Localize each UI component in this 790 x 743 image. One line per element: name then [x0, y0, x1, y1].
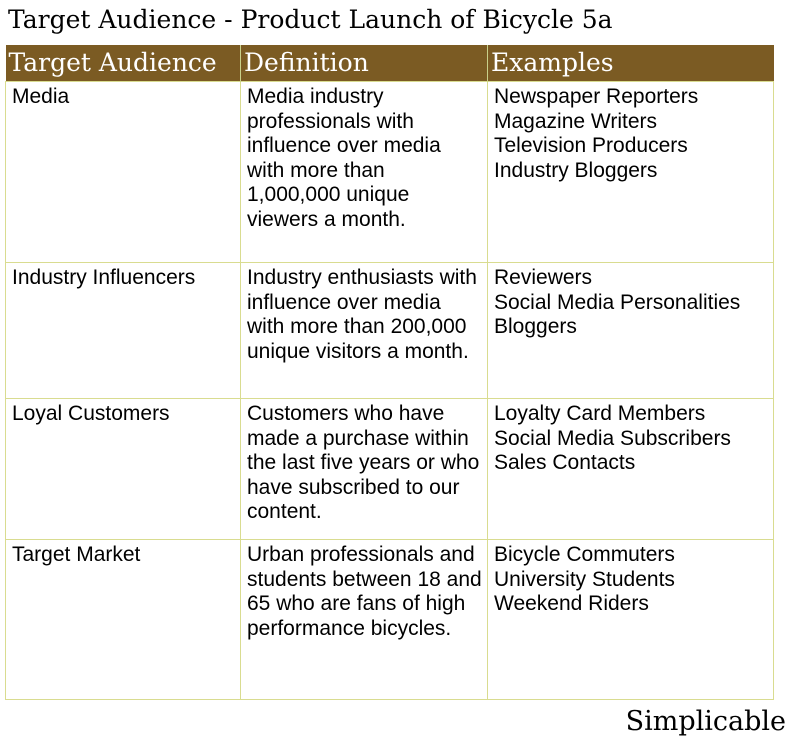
audience-cell: Target Market	[5, 539, 241, 700]
example-item: Newspaper Reporters	[494, 85, 699, 108]
examples-cell: Loyalty Card Members Social Media Subscr…	[487, 398, 774, 540]
page-title: Target Audience - Product Launch of Bicy…	[8, 5, 613, 34]
example-item: Television Producers	[494, 134, 688, 157]
target-audience-table: Target Audience Definition Examples Medi…	[5, 45, 774, 700]
examples-cell: Reviewers Social Media Personalities Blo…	[487, 262, 774, 399]
table-row-industry-influencers: Industry Influencers Industry enthusiast…	[5, 262, 774, 399]
table-header-row: Target Audience Definition Examples	[5, 45, 774, 82]
example-item: Reviewers	[494, 266, 593, 289]
examples-cell: Newspaper Reporters Magazine Writers Tel…	[487, 81, 774, 263]
definition-cell: Urban professionals and students between…	[240, 539, 488, 700]
audience-cell: Media	[5, 81, 241, 263]
table-row-target-market: Target Market Urban professionals and st…	[5, 539, 774, 700]
definition-cell: Industry enthusiasts with influence over…	[240, 262, 488, 399]
example-item: Bloggers	[494, 315, 577, 338]
table-row-media: Media Media industry professionals with …	[5, 81, 774, 263]
table-row-loyal-customers: Loyal Customers Customers who have made …	[5, 398, 774, 540]
definition-cell: Customers who have made a purchase withi…	[240, 398, 488, 540]
column-header-examples: Examples	[487, 45, 774, 82]
brand-wordmark: Simplicable	[625, 706, 786, 737]
example-item: University Students	[494, 567, 675, 591]
definition-cell: Media industry professionals with influe…	[240, 81, 488, 263]
audience-cell: Loyal Customers	[5, 398, 241, 540]
column-header-target-audience: Target Audience	[8, 48, 217, 77]
column-header-definition: Definition	[240, 45, 488, 82]
example-item: Bicycle Commuters	[494, 543, 675, 566]
audience-cell: Industry Influencers	[5, 262, 241, 399]
example-item: Industry Bloggers	[494, 158, 658, 182]
examples-cell: Bicycle Commuters University Students We…	[487, 539, 774, 700]
example-item: Sales Contacts	[494, 451, 636, 474]
example-item: Social Media Subscribers	[494, 426, 731, 450]
example-item: Social Media Personalities	[494, 290, 741, 314]
example-item: Loyalty Card Members	[494, 402, 706, 425]
example-item: Magazine Writers	[494, 109, 657, 133]
example-item: Weekend Riders	[494, 592, 649, 615]
